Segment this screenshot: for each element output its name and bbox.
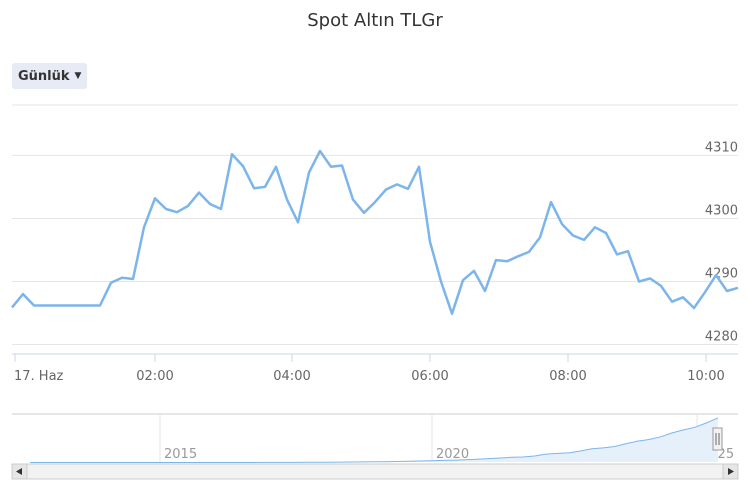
y-tick-label: 4280 <box>705 330 738 345</box>
navigator-tick-label: 2015 <box>164 447 197 462</box>
navigator-tick-label: 2020 <box>436 447 469 462</box>
x-tick-label: 04:00 <box>273 369 310 384</box>
arrow-right-icon <box>728 468 734 475</box>
y-axis: 4280 4290 4300 4310 <box>705 140 738 344</box>
range-selector-label: Günlük <box>18 68 70 84</box>
x-tick-label: 10:00 <box>687 369 724 384</box>
scrollbar[interactable] <box>11 463 739 480</box>
navigator-handle-right[interactable] <box>712 427 723 451</box>
range-selector-dropdown[interactable]: Günlük ▼ <box>12 63 88 89</box>
y-tick-label: 4300 <box>705 203 738 218</box>
grid-lines <box>12 104 738 346</box>
x-tick-label: 06:00 <box>411 369 448 384</box>
caret-down-icon: ▼ <box>74 71 82 81</box>
y-tick-label: 4310 <box>705 140 738 155</box>
navigator[interactable]: 201520202025 <box>12 413 738 463</box>
x-axis: 17. Haz 02:00 04:00 06:00 08:00 10:00 <box>14 354 725 384</box>
x-tick-label: 17. Haz <box>14 369 64 384</box>
x-tick-label: 08:00 <box>549 369 586 384</box>
chart-title: Spot Altın TLGr <box>307 10 443 31</box>
navigator-area <box>30 417 718 463</box>
y-tick-label: 4290 <box>705 267 738 282</box>
arrow-left-icon <box>16 468 22 475</box>
x-tick-label: 02:00 <box>136 369 173 384</box>
scrollbar-track[interactable] <box>11 463 739 480</box>
series-line[interactable] <box>11 149 739 315</box>
navigator-series-line <box>30 417 719 463</box>
